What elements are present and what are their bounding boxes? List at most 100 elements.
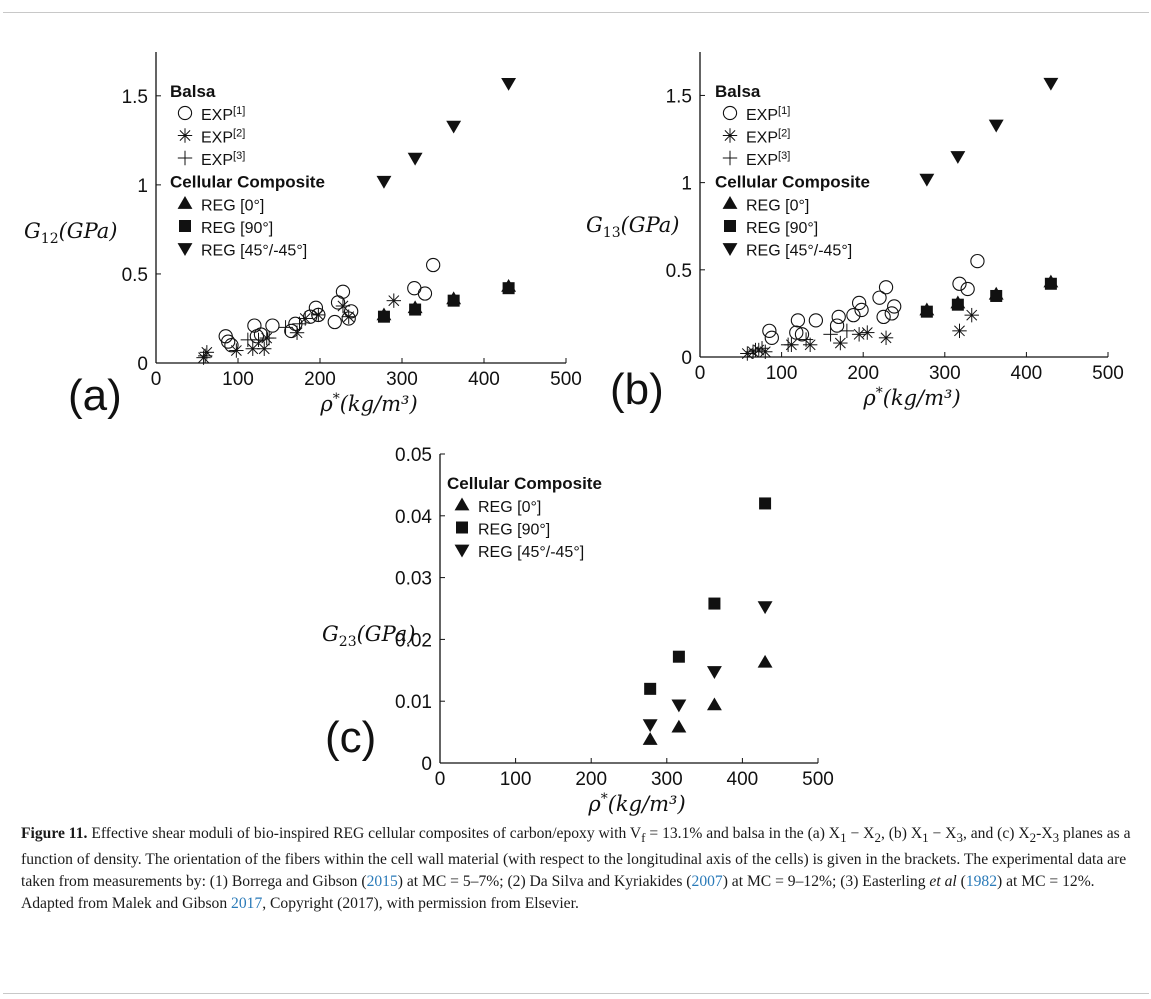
data-point	[851, 327, 867, 342]
legend-marker	[454, 544, 470, 558]
y-tick-label: 0	[681, 348, 692, 369]
legend-label: EXP[1]	[201, 105, 245, 124]
data-point	[671, 719, 687, 733]
x-axis-label: ρ*(kg/m³)	[862, 385, 960, 410]
data-point	[839, 323, 855, 339]
y-axis-label: G12(GPa)	[24, 219, 117, 247]
legend-marker	[177, 243, 193, 256]
data-point	[748, 342, 763, 358]
citation-link[interactable]: 2017	[231, 895, 263, 913]
data-point	[417, 286, 433, 301]
x-tick-label: 0	[695, 363, 706, 384]
asterisk-line	[880, 332, 892, 344]
x-axis-label: ρ*(kg/m³)	[319, 391, 417, 416]
data-point	[1043, 77, 1059, 91]
square-marker	[920, 305, 933, 318]
caption-text: Effective shear moduli of bio-inspired R…	[87, 825, 642, 842]
asterisk-line	[966, 309, 978, 321]
data-point	[251, 332, 266, 348]
legend-label: REG [90°]	[746, 220, 818, 237]
x-tick-label: 500	[550, 369, 582, 390]
data-point	[298, 311, 313, 326]
circle-marker	[344, 304, 359, 319]
legend-marker	[722, 243, 738, 256]
circle-marker	[854, 302, 869, 318]
chart-panel: 0 100 200 300 400 500 0 0.01 0.02 0.03 0.04 0.05 G23…	[322, 445, 834, 816]
citation-link[interactable]: 1982	[965, 873, 997, 891]
data-point	[706, 697, 722, 711]
x-tick-label: 400	[1011, 363, 1043, 384]
triangle-up-marker	[757, 654, 773, 668]
data-point	[1044, 277, 1057, 290]
y-tick-label: 0.05	[395, 445, 432, 466]
triangle-down-marker	[950, 151, 966, 164]
caption-text: , (b) X	[880, 825, 923, 842]
y-tick-label: 1	[681, 174, 692, 195]
data-point	[335, 298, 351, 314]
y-tick-label: 1.5	[122, 87, 148, 108]
figure-frame	[3, 12, 1149, 994]
data-point	[292, 316, 307, 332]
data-point	[265, 318, 280, 333]
square-marker	[708, 597, 721, 610]
y-tick-label: 0.04	[395, 507, 432, 528]
caption-sub: 1	[840, 830, 847, 846]
data-point	[671, 699, 687, 713]
citation-link[interactable]: 2015	[366, 873, 398, 891]
square-marker	[1044, 277, 1057, 290]
data-point	[196, 350, 211, 365]
asterisk-line	[179, 130, 191, 141]
data-point	[758, 344, 773, 359]
citation-link[interactable]: 2007	[691, 873, 723, 891]
square-marker	[456, 521, 468, 534]
triangle-down-marker	[757, 601, 773, 615]
y-tick-label: 0	[137, 354, 148, 375]
x-tick-label: 0	[435, 769, 446, 790]
square-marker	[724, 220, 736, 232]
legend-label: EXP[2]	[201, 128, 245, 147]
asterisk-line	[343, 311, 355, 323]
data-point	[884, 306, 899, 321]
data-point	[952, 276, 967, 291]
circle-marker	[327, 314, 342, 330]
circle-marker	[762, 323, 777, 338]
data-point	[790, 313, 806, 328]
data-point	[757, 654, 773, 668]
x-tick-label: 100	[500, 769, 532, 790]
circle-marker	[722, 105, 738, 121]
data-point	[261, 330, 277, 346]
data-point	[759, 497, 772, 510]
y-tick-label: 0	[421, 754, 432, 775]
y-tick-label: 1.5	[666, 86, 692, 107]
asterisk-line	[804, 339, 816, 351]
data-point	[846, 307, 861, 323]
legend-group-title: Cellular Composite	[715, 173, 870, 192]
data-point	[960, 281, 975, 297]
data-point	[878, 280, 894, 295]
square-marker	[672, 650, 685, 663]
data-point	[854, 302, 869, 318]
square-marker	[447, 294, 460, 307]
data-point	[887, 299, 902, 314]
caption-text: − X	[846, 825, 875, 842]
triangle-up-marker	[706, 697, 722, 711]
legend-marker	[724, 220, 736, 232]
data-point	[642, 732, 658, 745]
data-point	[970, 253, 985, 269]
circle-marker	[265, 318, 280, 333]
asterisk-line	[230, 345, 242, 356]
asterisk-line	[337, 300, 349, 312]
caption-text: et al	[929, 873, 957, 891]
legend-marker	[177, 150, 193, 166]
triangle-down-marker	[988, 119, 1004, 133]
x-axis-label: ρ*(kg/m³)	[587, 791, 685, 816]
data-point	[409, 303, 422, 316]
data-point	[829, 318, 845, 333]
triangle-up-marker	[177, 196, 193, 209]
circle-marker	[224, 338, 239, 353]
data-point	[740, 346, 755, 361]
data-point	[229, 343, 244, 358]
data-point	[502, 282, 515, 295]
circle-marker	[808, 313, 824, 328]
caption-text: = 13.1% and balsa in the (a) X	[645, 825, 841, 842]
